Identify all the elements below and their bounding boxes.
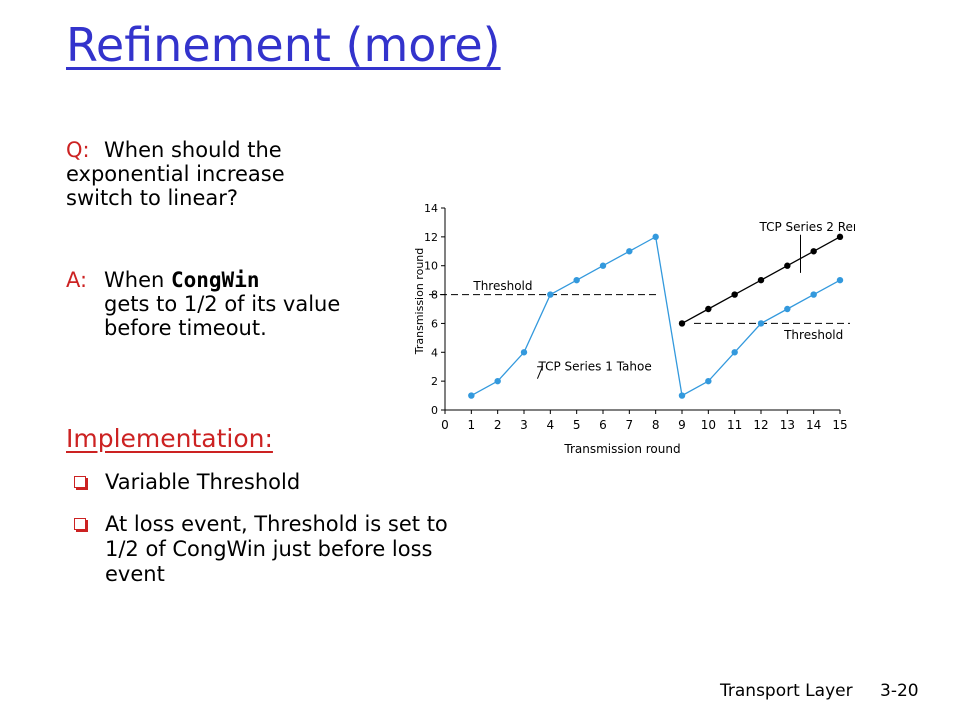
data-point — [784, 262, 791, 269]
x-tick-label: 14 — [806, 418, 821, 432]
answer-text-pre: When — [104, 268, 171, 292]
x-tick-label: 6 — [599, 418, 607, 432]
question-block: Q: When should the exponential increase s… — [66, 138, 356, 210]
bullet-box-icon — [74, 476, 86, 488]
x-tick-label: 4 — [547, 418, 555, 432]
data-point — [547, 291, 554, 298]
y-tick-label: 12 — [424, 231, 438, 244]
y-tick-label: 14 — [424, 202, 438, 215]
data-point — [599, 262, 607, 269]
chart-annotation: Threshold — [783, 328, 843, 342]
x-tick-label: 11 — [727, 418, 742, 432]
x-tick-label: 12 — [753, 418, 768, 432]
x-tick-label: 15 — [832, 418, 847, 432]
answer-text-post: gets to 1/2 of its value before timeout. — [104, 292, 341, 340]
x-tick-label: 10 — [701, 418, 716, 432]
x-tick-label: 3 — [520, 418, 528, 432]
bullet-text: At loss event, Threshold is set to 1/2 o… — [105, 512, 448, 586]
data-point — [836, 233, 844, 241]
data-point — [784, 305, 791, 313]
bullet-box-icon — [74, 518, 86, 530]
data-point — [573, 276, 580, 284]
data-point — [494, 377, 501, 385]
x-axis-label: Transmission round — [563, 442, 680, 456]
data-point — [836, 276, 844, 284]
tcp-congestion-chart: 024681012140123456789101112131415Transmi… — [413, 202, 855, 456]
slide-title: Refinement (more) — [66, 18, 501, 72]
series-line — [471, 235, 841, 397]
bullet-text: Variable Threshold — [105, 470, 301, 494]
question-text: When should the exponential increase swi… — [66, 138, 285, 210]
x-tick-label: 8 — [652, 418, 660, 432]
x-tick-label: 13 — [780, 418, 795, 432]
answer-code: CongWin — [170, 268, 260, 292]
chart-annotation: TCP Series 1 Tahoe — [537, 360, 651, 374]
question-label: Q: — [66, 138, 90, 162]
bullet-item: At loss event, Threshold is set to 1/2 o… — [74, 512, 454, 587]
data-point — [626, 248, 633, 255]
data-point — [757, 276, 765, 284]
x-tick-label: 7 — [626, 418, 634, 432]
data-point — [705, 377, 712, 385]
chart-annotation: TCP Series 2 Reno — [758, 220, 855, 234]
footer-section: Transport Layer — [720, 681, 853, 701]
bullet-item: Variable Threshold — [74, 470, 454, 495]
annotation-pointer — [536, 366, 544, 379]
implementation-heading: Implementation: — [66, 424, 273, 453]
answer-label: A: — [66, 268, 88, 292]
y-tick-label: 6 — [431, 317, 438, 330]
footer-page: 3-20 — [880, 681, 919, 701]
y-tick-label: 10 — [424, 260, 438, 273]
y-tick-label: 0 — [431, 404, 438, 417]
answer-block: A: When CongWin gets to 1/2 of its value … — [66, 268, 356, 340]
chart-annotation: Threshold — [472, 279, 532, 293]
x-tick-label: 9 — [678, 418, 686, 432]
data-point — [731, 349, 738, 356]
y-tick-label: 2 — [431, 375, 438, 388]
data-point — [468, 392, 475, 399]
x-tick-label: 1 — [468, 418, 476, 432]
data-point — [731, 291, 738, 298]
data-point — [757, 320, 765, 327]
data-point — [810, 248, 817, 255]
data-point — [678, 392, 686, 399]
x-tick-label: 5 — [573, 418, 581, 432]
x-tick-label: 0 — [441, 418, 449, 432]
y-tick-label: 4 — [431, 346, 438, 359]
x-tick-label: 2 — [494, 418, 502, 432]
data-point — [678, 320, 686, 327]
data-point — [810, 291, 817, 298]
data-point — [705, 305, 712, 313]
data-point — [520, 349, 528, 356]
y-axis-label: Transmission round — [413, 248, 426, 356]
data-point — [652, 233, 659, 241]
